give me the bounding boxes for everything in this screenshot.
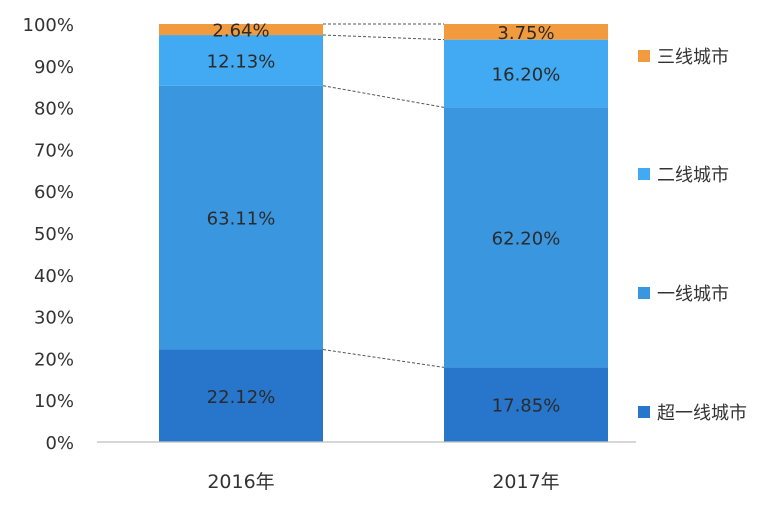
data-label: 3.75% <box>497 23 554 44</box>
data-label: 63.11% <box>207 209 276 230</box>
legend-swatch <box>638 287 650 299</box>
x-axis: 2016年 2017年 <box>207 471 559 493</box>
y-tick-label: 50% <box>34 224 74 245</box>
data-label: 2.64% <box>212 21 269 42</box>
y-tick-label: 10% <box>34 391 74 412</box>
data-label: 17.85% <box>492 396 561 417</box>
y-tick-label: 20% <box>34 349 74 370</box>
legend-swatch <box>638 168 650 180</box>
y-tick-label: 100% <box>23 15 74 36</box>
bars: 22.12% 63.11% 12.13% 2.64% 17.85% 62.20% 16.20… <box>159 21 608 442</box>
y-axis: 0% 10% 20% 30% 40% 50% 60% 70% 80% 90% 100% <box>23 15 74 454</box>
data-label: 12.13% <box>207 51 276 72</box>
bar-segment <box>159 35 323 86</box>
y-tick-label: 30% <box>34 308 74 329</box>
y-tick-label: 0% <box>45 433 74 454</box>
y-tick-label: 40% <box>34 266 74 287</box>
bar-segment <box>444 24 608 40</box>
data-label: 16.20% <box>492 65 561 86</box>
connector-lines <box>322 23 445 368</box>
legend-label: 三线城市 <box>657 47 729 68</box>
y-tick-label: 90% <box>34 57 74 78</box>
x-category-label: 2017年 <box>492 471 559 493</box>
bar-segment <box>159 24 323 36</box>
bar-segment <box>444 39 608 108</box>
y-tick-label: 80% <box>34 99 74 120</box>
y-tick-label: 60% <box>34 182 74 203</box>
connector-line <box>322 34 445 41</box>
data-label: 22.12% <box>207 387 276 408</box>
bar-segment <box>444 107 608 368</box>
y-tick-label: 70% <box>34 140 74 161</box>
connector-line <box>322 85 445 108</box>
x-category-label: 2016年 <box>207 471 274 493</box>
data-label: 62.20% <box>492 228 561 249</box>
legend-swatch <box>638 50 650 62</box>
bar-segment <box>159 349 323 442</box>
bar-segment <box>159 85 323 350</box>
legend-label: 二线城市 <box>657 165 729 186</box>
connector-line <box>322 349 445 368</box>
legend-label: 超一线城市 <box>657 403 747 424</box>
legend-label: 一线城市 <box>657 284 729 305</box>
legend-swatch <box>638 406 650 418</box>
bar-segment <box>444 367 608 442</box>
